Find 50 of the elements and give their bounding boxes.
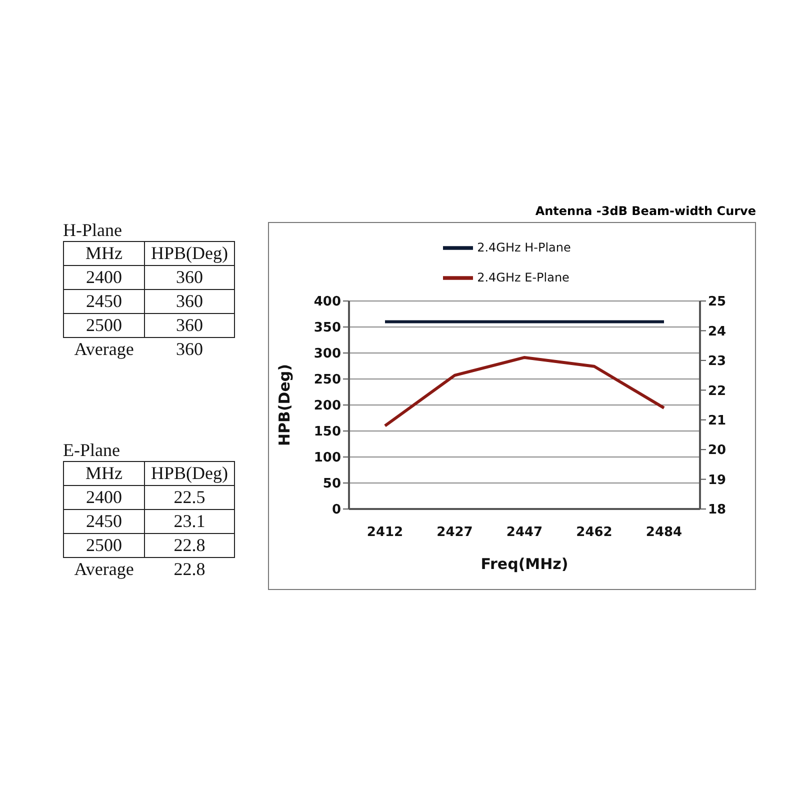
x-tick-label: 2427 xyxy=(436,525,473,540)
category-label: 2400 xyxy=(64,486,144,510)
text: HPB(Deg) xyxy=(144,242,234,266)
data-label: 360 xyxy=(144,314,234,338)
category-label: Average xyxy=(73,558,135,581)
category-label: 2500 xyxy=(64,534,144,558)
category-label: 2450 xyxy=(64,510,144,534)
y2-tick-label: 21 xyxy=(708,413,726,428)
x-tick-label: 2447 xyxy=(506,525,543,540)
y-axis-title: HPB(Deg) xyxy=(275,364,294,446)
category-label: 2500 xyxy=(64,314,144,338)
x-axis-title: Freq(MHz) xyxy=(480,555,568,573)
data-label: 22.8 xyxy=(144,534,234,558)
data-label: 22.5 xyxy=(144,486,234,510)
text: MHz xyxy=(64,462,144,486)
y-tick-label: 0 xyxy=(332,502,341,518)
y-tick-label: 300 xyxy=(314,346,341,362)
legend-label: 2.4GHz E-Plane xyxy=(477,270,570,284)
text: HPB(Deg) xyxy=(144,462,234,486)
chart-title: Antenna -3dB Beam-width Curve xyxy=(534,204,756,220)
text: H-Plane xyxy=(63,220,123,241)
data-label: 23.1 xyxy=(144,510,234,534)
y2-tick-label: 19 xyxy=(708,472,726,488)
data-label: 22.8 xyxy=(172,558,206,581)
y-tick-label: 50 xyxy=(322,476,341,492)
data-label: 360 xyxy=(175,338,204,361)
y2-tick-label: 20 xyxy=(708,443,726,458)
data-label: 360 xyxy=(144,290,234,314)
line-series xyxy=(384,356,666,428)
category-label: 2450 xyxy=(64,290,144,314)
x-tick-label: 2412 xyxy=(366,525,404,540)
category-label: 2400 xyxy=(64,266,144,290)
y-tick-label: 100 xyxy=(314,450,341,466)
text: MHz xyxy=(64,242,144,266)
y-tick-label: 200 xyxy=(314,398,341,414)
y-tick-label: 150 xyxy=(314,424,341,440)
y2-tick-label: 22 xyxy=(708,384,726,399)
x-tick-label: 2462 xyxy=(576,525,612,540)
y2-tick-label: 23 xyxy=(708,354,726,370)
y-tick-label: 350 xyxy=(314,320,341,336)
y-tick-label: 250 xyxy=(314,372,341,388)
x-tick-label: 2484 xyxy=(646,525,682,540)
category-label: Average xyxy=(73,338,135,361)
legend-label: 2.4GHz H-Plane xyxy=(477,240,571,254)
y2-tick-label: 18 xyxy=(708,502,726,518)
y2-tick-label: 25 xyxy=(708,294,726,310)
y2-tick-label: 24 xyxy=(708,324,726,340)
data-label: 360 xyxy=(144,266,234,290)
y-tick-label: 400 xyxy=(314,294,341,310)
text: E-Plane xyxy=(63,440,121,461)
